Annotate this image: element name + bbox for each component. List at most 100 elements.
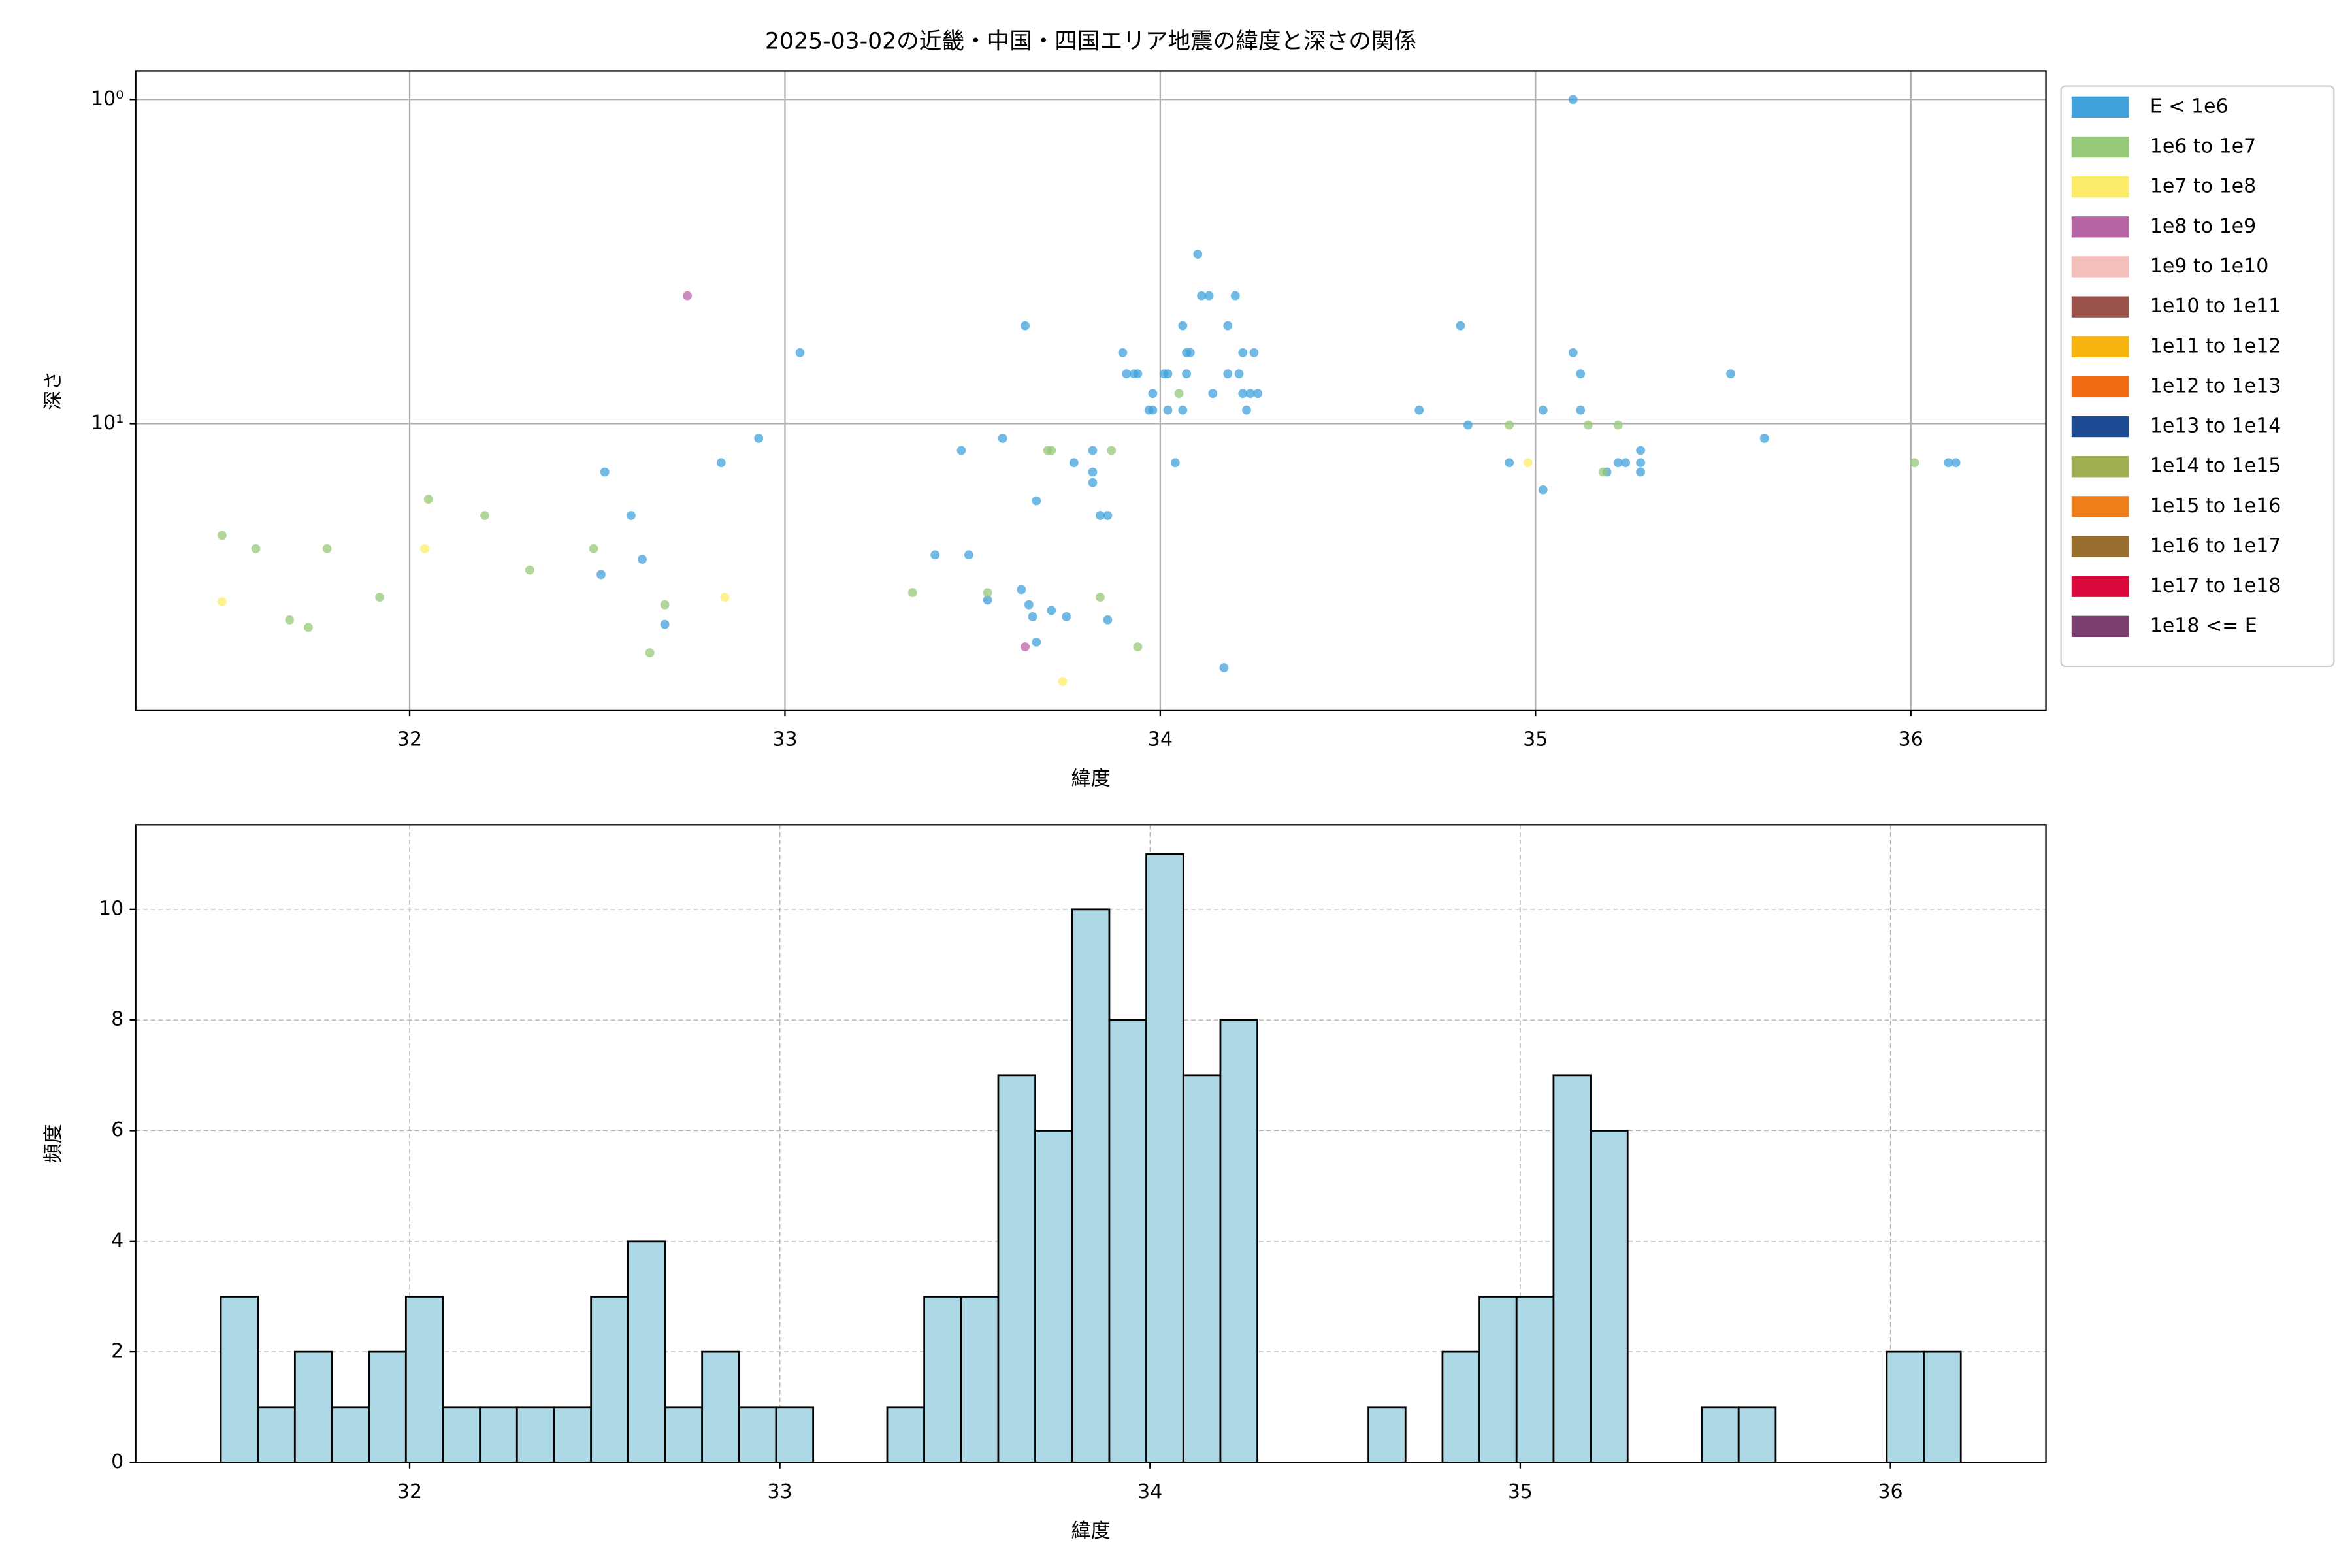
- histogram-bar: [1219, 1019, 1258, 1463]
- histogram-bar: [368, 1350, 407, 1463]
- scatter-point: [1088, 446, 1098, 455]
- plot-frame: [135, 824, 2047, 1463]
- scatter-point: [1185, 348, 1195, 357]
- scatter-point: [1583, 420, 1593, 430]
- scatter-point: [1636, 458, 1646, 468]
- scatter-point: [1463, 420, 1473, 430]
- scatter-point: [322, 544, 332, 553]
- histogram-bar: [590, 1296, 629, 1463]
- scatter-point: [375, 593, 384, 602]
- scatter-point: [1178, 405, 1188, 415]
- legend-label: 1e15 to 1e16: [2150, 495, 2281, 517]
- scatter-point: [1576, 405, 1586, 415]
- scatter-point: [1726, 369, 1735, 379]
- histogram-bar: [479, 1406, 518, 1463]
- scatter-point: [1096, 511, 1105, 520]
- scatter-point: [1505, 458, 1514, 468]
- scatter-point: [1230, 291, 1240, 301]
- scatter-point: [600, 467, 610, 477]
- legend-label: 1e9 to 1e10: [2150, 255, 2269, 278]
- legend-label: 1e8 to 1e9: [2150, 215, 2256, 238]
- x-tick-label: 33: [772, 728, 797, 751]
- scatter-point: [1163, 369, 1173, 379]
- histogram-bar: [1108, 1019, 1147, 1463]
- scatter-point: [1223, 369, 1233, 379]
- scatter-point: [716, 458, 726, 468]
- scatter-point: [1636, 446, 1646, 455]
- scatter-point: [1032, 496, 1041, 506]
- histogram-bar: [442, 1406, 482, 1463]
- histogram-bar: [1886, 1350, 1925, 1463]
- scatter-point: [1197, 291, 1206, 301]
- scatter-point: [964, 550, 973, 560]
- scatter-point: [1174, 389, 1184, 399]
- scatter-point: [1613, 458, 1623, 468]
- histogram-bar: [701, 1350, 740, 1463]
- histogram-bar: [886, 1406, 926, 1463]
- histogram-bar: [997, 1074, 1037, 1463]
- chart-title: 2025-03-02の近畿・中国・四国エリア地震の緯度と深さの関係: [765, 29, 1416, 55]
- scatter-point: [1122, 369, 1132, 379]
- legend-swatch: [2071, 96, 2129, 118]
- scatter-point: [1456, 321, 1465, 331]
- legend-label: 1e12 to 1e13: [2150, 374, 2281, 397]
- legend-swatch: [2071, 336, 2129, 357]
- scatter-point: [1505, 420, 1514, 430]
- scatter-point: [1598, 467, 1608, 477]
- histogram-bar: [1552, 1074, 1592, 1463]
- scatter-point: [1576, 369, 1586, 379]
- plot-frame: [135, 70, 2047, 711]
- scatter-point: [1178, 321, 1188, 331]
- scatter-point: [660, 600, 670, 610]
- legend-swatch: [2071, 576, 2129, 597]
- histogram-bar: [664, 1406, 704, 1463]
- scatter-point: [907, 588, 917, 597]
- legend-swatch: [2071, 376, 2129, 398]
- scatter-point: [1223, 321, 1233, 331]
- y-tick-label: 0: [111, 1450, 123, 1473]
- scatter-point: [596, 570, 606, 580]
- scatter-point: [1193, 250, 1203, 259]
- histogram-bar: [960, 1296, 1000, 1463]
- histogram-bar: [1515, 1296, 1555, 1463]
- scatter-point: [795, 348, 805, 357]
- scatter-point: [1024, 600, 1034, 610]
- scatter-point: [1107, 446, 1117, 455]
- scatter-point: [1253, 389, 1263, 399]
- scatter-point: [1021, 321, 1030, 331]
- histogram-bar: [1737, 1406, 1777, 1463]
- histogram-bar: [1590, 1130, 1629, 1463]
- scatter-point: [1951, 458, 1961, 468]
- scatter-point: [525, 565, 534, 575]
- scatter-point: [1249, 348, 1259, 357]
- histogram-bar: [515, 1406, 555, 1463]
- scatter-point: [1148, 405, 1158, 415]
- scatter-point: [1021, 642, 1030, 651]
- scatter-point: [1096, 593, 1105, 602]
- scatter-point: [1103, 511, 1113, 520]
- scatter-point: [1062, 612, 1071, 621]
- y-tick-label: 2: [111, 1340, 123, 1363]
- scatter-point: [1182, 369, 1192, 379]
- scatter-point: [1148, 389, 1158, 399]
- scatter-point: [1234, 369, 1244, 379]
- legend-label: 1e10 to 1e11: [2150, 295, 2281, 318]
- histogram-bar: [923, 1296, 962, 1463]
- legend-frame: [2060, 85, 2335, 668]
- x-axis-label: 緯度: [1071, 1520, 1111, 1543]
- scatter-point: [1170, 458, 1180, 468]
- scatter-point: [983, 588, 992, 597]
- x-tick-label: 35: [1508, 1480, 1533, 1503]
- legend-label: 1e13 to 1e14: [2150, 415, 2281, 438]
- histogram-bar: [1367, 1406, 1407, 1463]
- histogram-bar: [738, 1406, 777, 1463]
- scatter-point: [1910, 458, 1919, 468]
- y-tick-label: 10: [99, 897, 123, 920]
- y-tick-label: 10¹: [91, 412, 123, 434]
- x-axis-label: 緯度: [1071, 768, 1111, 791]
- scatter-point: [1058, 677, 1068, 686]
- x-tick-label: 35: [1523, 728, 1548, 751]
- scatter-point: [1523, 458, 1533, 468]
- scatter-point: [1088, 467, 1098, 477]
